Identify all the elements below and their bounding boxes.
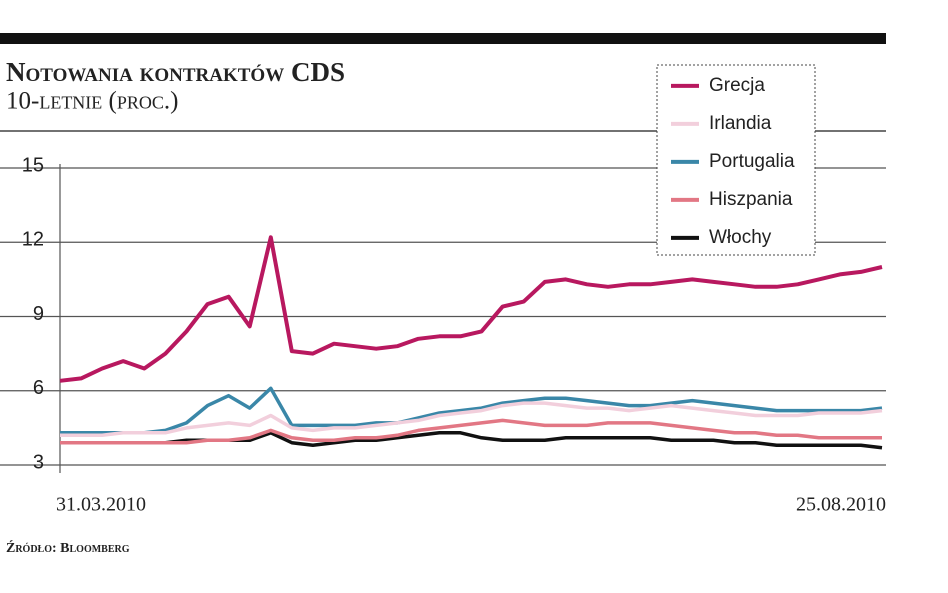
series-line <box>60 431 883 450</box>
series-line <box>60 401 883 438</box>
series-line <box>60 418 882 445</box>
source-note: Źródło: Bloomberg <box>6 539 130 556</box>
y-tick-label: 15 <box>22 154 44 176</box>
y-tick-label: 12 <box>22 229 44 251</box>
legend-label: Irlandia <box>709 113 772 134</box>
y-tick-label: 9 <box>33 303 44 325</box>
chart-title: Notowania kontraktów CDS <box>6 57 345 87</box>
legend-label: Hiszpania <box>709 189 793 210</box>
top-bar <box>0 33 886 44</box>
y-tick-label: 3 <box>33 451 44 473</box>
series-line <box>60 386 883 435</box>
legend-label: Włochy <box>709 227 772 248</box>
x-tick-label: 31.03.2010 <box>56 494 146 516</box>
legend-label: Grecja <box>709 75 765 96</box>
legend-box <box>656 64 816 256</box>
legend-label: Portugalia <box>709 151 795 172</box>
y-tick-label: 6 <box>33 377 44 399</box>
x-tick-label: 25.08.2010 <box>796 494 886 516</box>
chart-subtitle: 10-letnie (proc.) <box>6 88 178 115</box>
series-line <box>59 235 883 383</box>
